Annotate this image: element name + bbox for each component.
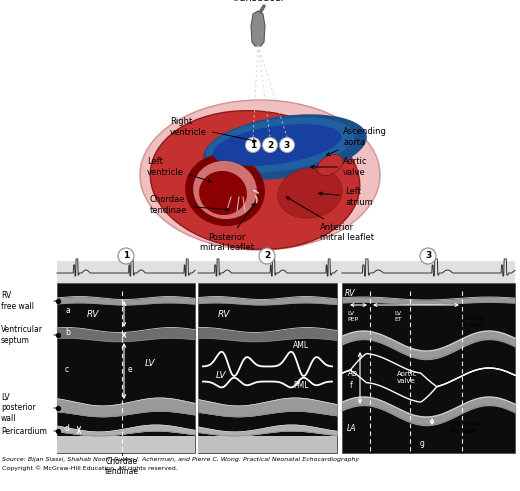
FancyBboxPatch shape <box>57 283 195 453</box>
FancyBboxPatch shape <box>342 283 515 453</box>
Text: LV: LV <box>216 371 227 380</box>
Polygon shape <box>251 11 265 46</box>
Circle shape <box>259 248 275 264</box>
Circle shape <box>263 137 278 153</box>
Text: 3: 3 <box>284 140 290 149</box>
Circle shape <box>118 248 134 264</box>
FancyBboxPatch shape <box>57 436 195 453</box>
Text: e: e <box>128 364 133 374</box>
Text: Aortic
valve: Aortic valve <box>311 157 368 177</box>
Text: 3: 3 <box>425 251 431 261</box>
Text: RV
free wall: RV free wall <box>1 291 34 311</box>
Text: Posterior
Ao wall: Posterior Ao wall <box>450 421 481 434</box>
Text: b: b <box>65 328 70 337</box>
Text: RV: RV <box>345 289 356 298</box>
Text: LA: LA <box>347 424 357 433</box>
Text: Pericardium: Pericardium <box>1 427 47 436</box>
Text: a: a <box>65 306 70 315</box>
Ellipse shape <box>140 100 380 250</box>
Ellipse shape <box>278 168 342 218</box>
Text: RV: RV <box>218 310 230 319</box>
Text: Ao: Ao <box>347 369 357 378</box>
Text: Anterior
mitral leaflet: Anterior mitral leaflet <box>287 197 374 243</box>
Text: Left
atrium: Left atrium <box>319 187 373 207</box>
Ellipse shape <box>185 154 265 226</box>
Text: d: d <box>65 424 70 433</box>
Text: LV: LV <box>145 359 155 369</box>
Text: Ventricular
septum: Ventricular septum <box>1 326 43 345</box>
Text: Right
ventricle: Right ventricle <box>170 117 256 142</box>
Text: LV
posterior
wall: LV posterior wall <box>1 393 36 423</box>
Ellipse shape <box>193 161 257 219</box>
Ellipse shape <box>213 124 342 166</box>
Text: 2: 2 <box>267 140 273 149</box>
Circle shape <box>420 248 436 264</box>
Text: f: f <box>350 381 353 390</box>
Ellipse shape <box>199 171 247 215</box>
Text: Aortic
valve: Aortic valve <box>397 371 418 384</box>
Text: Transducer: Transducer <box>231 0 285 3</box>
Ellipse shape <box>150 110 360 249</box>
Text: RV: RV <box>87 310 99 319</box>
Text: Source: Bijan Siassi, Shahab Noori, Ruben J. Acherman, and Pierre C. Wong: Pract: Source: Bijan Siassi, Shahab Noori, Rube… <box>2 457 359 462</box>
Ellipse shape <box>203 114 367 180</box>
Ellipse shape <box>317 155 343 175</box>
Ellipse shape <box>205 117 354 173</box>
Text: Left
ventricle: Left ventricle <box>147 157 211 182</box>
Text: 2: 2 <box>264 251 270 261</box>
Text: 1: 1 <box>250 140 256 149</box>
Text: Ascending
aorta: Ascending aorta <box>327 127 387 156</box>
Text: AML: AML <box>293 340 309 350</box>
Text: Anterior
Ao wall: Anterior Ao wall <box>457 315 485 328</box>
Text: Chordae
tendinae: Chordae tendinae <box>150 195 229 215</box>
Text: Posterior
mitral leaflet: Posterior mitral leaflet <box>200 203 255 252</box>
Text: PML: PML <box>293 381 308 390</box>
Circle shape <box>245 137 261 153</box>
FancyBboxPatch shape <box>198 436 337 453</box>
Text: LV
ET: LV ET <box>394 311 402 322</box>
Text: 1: 1 <box>123 251 129 261</box>
Text: g: g <box>420 439 425 448</box>
FancyBboxPatch shape <box>198 283 337 453</box>
Text: Copyright © McGraw-Hill Education. All rights reserved.: Copyright © McGraw-Hill Education. All r… <box>2 465 178 471</box>
FancyBboxPatch shape <box>57 261 515 283</box>
Text: Chordae
tendinae: Chordae tendinae <box>105 457 139 476</box>
Text: c: c <box>65 364 69 374</box>
Circle shape <box>280 137 294 153</box>
Text: LV
PEP: LV PEP <box>347 311 358 322</box>
